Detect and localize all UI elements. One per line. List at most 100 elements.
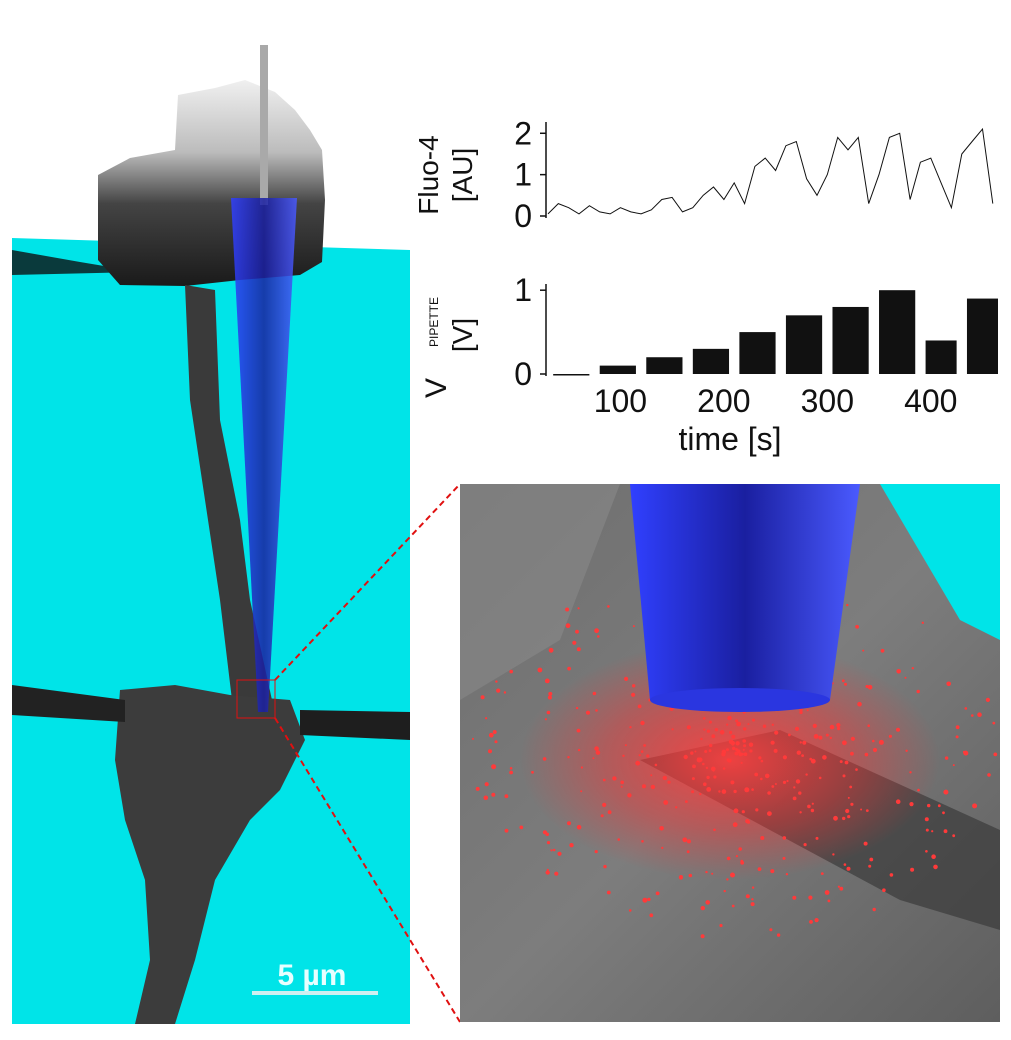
fluo4-ytick-label: 2: [514, 115, 532, 151]
particle: [782, 780, 787, 785]
zoom-surface-light: [460, 484, 620, 700]
particle: [726, 723, 729, 726]
particle: [740, 761, 743, 765]
particle: [597, 635, 600, 638]
particle: [642, 784, 646, 789]
particle: [727, 715, 732, 721]
particle: [572, 640, 577, 645]
particle: [732, 746, 736, 751]
particle: [488, 749, 492, 754]
particle: [624, 676, 629, 682]
particle: [869, 857, 874, 862]
vpipette-chart: V PIPETTE [V] 01 100 200 300 400 time [s]: [420, 272, 998, 457]
particle: [732, 822, 738, 828]
particle: [509, 669, 513, 674]
particle: [567, 666, 571, 671]
particle: [617, 838, 620, 841]
particle: [896, 669, 901, 674]
particle: [706, 775, 710, 780]
particle: [580, 766, 584, 769]
vpipette-bar: [925, 340, 957, 374]
particle: [642, 897, 648, 903]
particle: [837, 885, 841, 888]
particle: [548, 691, 553, 696]
particle: [829, 736, 832, 740]
particle: [592, 757, 595, 760]
zoom-substrate-corner: [880, 484, 1000, 640]
particle: [917, 788, 920, 792]
particle: [818, 776, 822, 780]
particle: [815, 836, 819, 840]
particle: [691, 777, 695, 781]
particle: [836, 726, 841, 731]
particle: [565, 607, 570, 612]
particle: [738, 847, 742, 851]
particle: [659, 826, 664, 831]
particle: [723, 889, 726, 893]
fluo4-chart: Fluo-4 [AU] 0 1 2: [413, 115, 994, 234]
particle: [799, 811, 802, 814]
particle: [808, 895, 813, 900]
vpipette-ytick-label: 0: [514, 356, 532, 392]
particle: [548, 647, 554, 653]
particle: [769, 928, 773, 932]
particle: [650, 774, 653, 777]
particle: [888, 734, 893, 738]
particle: [488, 732, 494, 738]
particle: [577, 748, 581, 752]
vpipette-ylabel-line2: [V]: [447, 318, 478, 352]
particle: [785, 873, 789, 876]
particle: [576, 728, 581, 733]
particle: [771, 723, 774, 726]
particle: [943, 829, 948, 834]
particle: [547, 695, 553, 700]
particle: [704, 750, 708, 753]
particle: [607, 810, 612, 815]
particle: [557, 851, 562, 856]
particle: [741, 810, 745, 814]
particle: [752, 718, 755, 722]
particle: [545, 870, 550, 875]
particle: [946, 681, 951, 687]
particle: [921, 621, 924, 624]
particle: [810, 758, 816, 764]
particle: [747, 723, 750, 726]
particle: [841, 679, 845, 683]
vpipette-bar: [553, 374, 590, 376]
particle: [773, 748, 778, 753]
particle: [705, 766, 709, 770]
particle: [798, 791, 802, 795]
particle: [801, 754, 804, 757]
particle: [580, 790, 583, 793]
particle: [713, 775, 717, 779]
particle: [757, 867, 762, 871]
particle: [895, 799, 901, 804]
particle: [675, 806, 678, 809]
pipette: [231, 198, 297, 712]
particle: [655, 891, 660, 896]
particle: [878, 739, 884, 745]
vpipette-ytick-label: 1: [514, 272, 532, 308]
particle: [904, 676, 907, 679]
particle: [691, 790, 695, 794]
particle: [519, 825, 524, 830]
particle: [738, 752, 743, 757]
particle: [909, 771, 912, 774]
particle: [760, 759, 764, 763]
particle: [733, 810, 736, 813]
particle: [771, 785, 775, 788]
particle: [647, 897, 651, 902]
particle: [750, 902, 755, 907]
particle: [575, 706, 579, 710]
particle: [624, 744, 627, 747]
particle: [492, 730, 497, 734]
vpipette-ylabel-main: V: [420, 378, 453, 398]
particle: [774, 783, 777, 785]
substrate-surface: [12, 238, 410, 1024]
particle: [721, 752, 726, 757]
particle: [686, 725, 691, 730]
particle: [813, 734, 819, 739]
particle: [546, 841, 551, 845]
particle: [825, 733, 829, 737]
particle: [736, 721, 741, 727]
